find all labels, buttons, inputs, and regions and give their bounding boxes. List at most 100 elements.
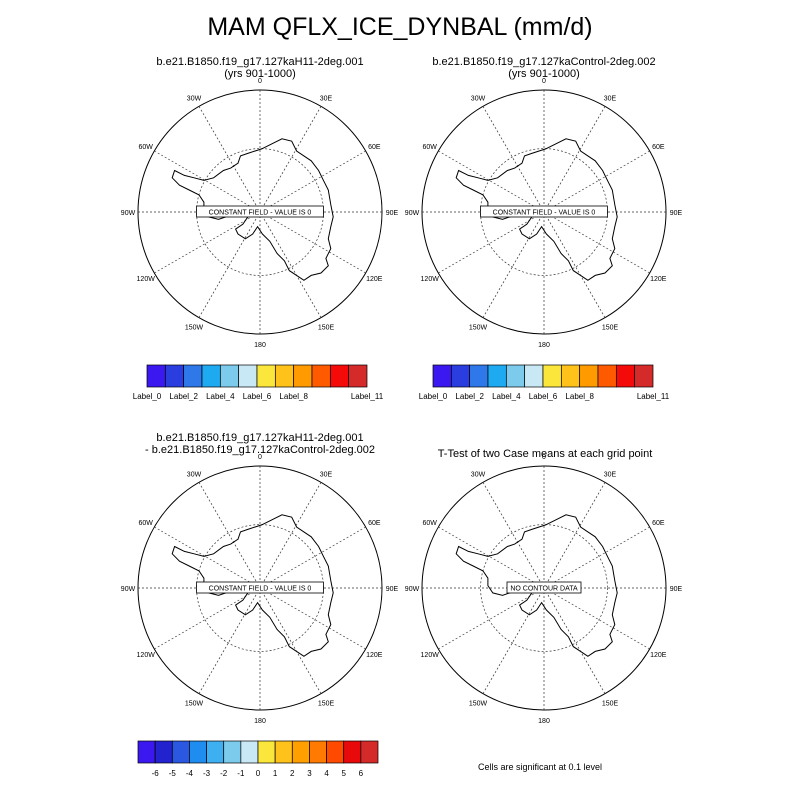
panel-4-title: T-Test of two Case means at each grid po…	[400, 448, 690, 460]
colorbar-box	[505, 364, 526, 388]
longitude-label: 120E	[650, 276, 667, 283]
colorbar-box	[146, 364, 166, 388]
field-info-text: NO CONTOUR DATA	[510, 586, 578, 593]
field-info-box	[480, 205, 608, 218]
panel-1-title-line1: b.e21.B1850.f19_g17.127kaH11-2deg.001	[156, 56, 364, 68]
colorbar-label: -4	[186, 769, 194, 778]
field-info-text: CONSTANT FIELD - VALUE IS 0	[209, 586, 312, 593]
longitude-label: 30E	[604, 96, 617, 103]
longitude-label: 120W	[137, 652, 156, 659]
meridian-line	[543, 587, 606, 694]
colorbar-label: Label_11	[351, 392, 384, 401]
meridian-line	[543, 106, 606, 213]
longitude-label: 90W	[121, 210, 136, 217]
colorbar-label: Label_4	[206, 392, 235, 401]
colorbar-box	[206, 740, 225, 764]
colorbar-box	[615, 364, 636, 388]
meridian-line	[482, 482, 545, 589]
longitude-label: 60W	[422, 144, 437, 151]
colorbar-label: 1	[273, 769, 278, 778]
meridian-line	[438, 526, 545, 589]
longitude-label: 150W	[469, 324, 488, 331]
meridian-line	[198, 106, 261, 213]
colorbar-label: Label_6	[529, 392, 558, 401]
colorbar-label: Label_8	[565, 392, 594, 401]
longitude-label: 120E	[366, 652, 383, 659]
longitude-label: 60E	[368, 144, 381, 151]
meridian-line	[259, 150, 366, 213]
meridian-line	[259, 587, 322, 694]
longitude-label: 120E	[366, 276, 383, 283]
longitude-label: 90E	[670, 586, 683, 593]
field-info-box	[196, 581, 324, 594]
longitude-label: 150W	[185, 324, 204, 331]
meridian-line	[154, 587, 261, 650]
longitude-label: 60E	[652, 520, 665, 527]
colorbar-box	[183, 364, 203, 388]
colorbar-label: 6	[359, 769, 364, 778]
colorbar-box	[293, 364, 313, 388]
meridian-line	[543, 526, 650, 589]
map-panel-1: 0 30E 60E 90E 120E 150E 180 150W 120W 90W 60W 30W CO…	[121, 78, 399, 349]
meridian-line	[438, 211, 545, 274]
longitude-label: 180	[254, 718, 266, 725]
longitude-label: 120W	[137, 276, 156, 283]
colorbar-box	[326, 740, 345, 764]
panel-3-title-line2: - b.e21.B1850.f19_g17.127kaControl-2deg.…	[145, 444, 375, 456]
longitude-label: 30W	[187, 96, 202, 103]
meridian-line	[482, 587, 545, 694]
longitude-label: 150E	[318, 700, 335, 707]
longitude-label: 90E	[386, 210, 399, 217]
longitude-label: 30W	[187, 472, 202, 479]
colorbar-box	[154, 740, 173, 764]
colorbar-box	[274, 740, 293, 764]
longitude-label: 30E	[320, 472, 333, 479]
longitude-label: 30E	[320, 96, 333, 103]
colorbar-label: -2	[220, 769, 228, 778]
colorbar-label: Label_0	[133, 392, 162, 401]
longitude-label: 150E	[602, 700, 619, 707]
colorbar-label: -3	[203, 769, 211, 778]
colorbar-box	[238, 364, 258, 388]
colorbar-box	[274, 364, 295, 388]
longitude-label: 150E	[602, 324, 619, 331]
meridian-line	[438, 587, 545, 650]
colorbar-box	[219, 364, 240, 388]
longitude-label: 120W	[421, 276, 440, 283]
meridian-line	[543, 482, 606, 589]
panel-3-title: b.e21.B1850.f19_g17.127kaH11-2deg.001 - …	[110, 432, 410, 456]
colorbar-box	[597, 364, 617, 388]
colorbar-box	[223, 740, 242, 764]
meridian-line	[259, 106, 322, 213]
longitude-label: 90E	[670, 210, 683, 217]
colorbar-box	[469, 364, 489, 388]
meridian-line	[198, 587, 261, 694]
colorbar-box	[189, 740, 207, 764]
colorbar-box	[634, 364, 654, 388]
longitude-label: 0	[542, 454, 546, 461]
meridian-line	[154, 211, 261, 274]
longitude-label: 90E	[386, 586, 399, 593]
field-info-box	[196, 205, 324, 218]
meridian-line	[154, 526, 261, 589]
colorbar-box	[240, 740, 259, 764]
longitude-label: 30E	[604, 472, 617, 479]
colorbar-box	[487, 364, 507, 388]
longitude-label: 30W	[471, 472, 486, 479]
colorbar-box	[309, 740, 327, 764]
panel-3-title-line1: b.e21.B1850.f19_g17.127kaH11-2deg.001	[156, 432, 364, 444]
meridian-line	[543, 211, 606, 318]
colorbar-box	[560, 364, 581, 388]
antarctica-coastline	[455, 138, 618, 281]
colorbar-box	[524, 364, 544, 388]
longitude-label: 150E	[318, 324, 335, 331]
meridian-line	[198, 211, 261, 318]
colorbar-label: 4	[324, 769, 329, 778]
longitude-label: 180	[538, 718, 550, 725]
longitude-label: 0	[542, 78, 546, 85]
longitude-label: 180	[538, 342, 550, 349]
antarctica-coastline	[171, 138, 334, 281]
longitude-label: 150W	[185, 700, 204, 707]
meridian-line	[543, 587, 650, 650]
